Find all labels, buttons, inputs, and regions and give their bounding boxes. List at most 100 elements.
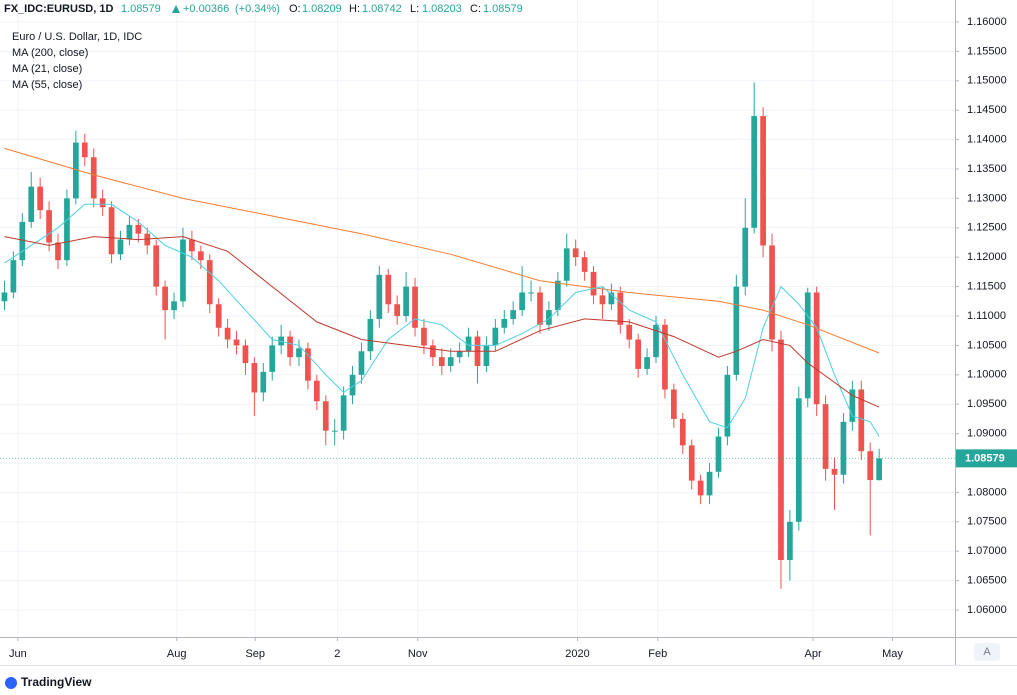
high: 1.08742	[362, 3, 402, 15]
moving-average	[4, 147, 880, 354]
up-arrow	[172, 5, 180, 13]
y-tick-label: 1.16000	[967, 16, 1007, 28]
y-tick-label: 1.15000	[967, 75, 1007, 87]
candle-body	[242, 345, 249, 364]
candle-body	[144, 233, 151, 246]
legend-title: Euro / U.S. Dollar, 1D, IDC	[12, 31, 142, 43]
y-tick-label: 1.13000	[967, 192, 1007, 204]
candle-body	[483, 345, 490, 366]
candle-body	[795, 398, 802, 522]
y-tick-label: 1.14000	[967, 134, 1007, 146]
candle-body	[510, 310, 517, 319]
y-tick-label: 1.11500	[967, 281, 1006, 293]
candle-body	[403, 286, 409, 317]
candle-body	[813, 292, 820, 405]
candle-body	[501, 318, 508, 328]
brand: TradingView	[21, 675, 92, 689]
candle-body	[849, 389, 856, 422]
candle-body	[635, 339, 642, 369]
candle-body	[331, 430, 338, 432]
legend-entry: MA (21, close)	[12, 63, 82, 75]
x-tick-label: Jun	[9, 648, 27, 660]
candle-body	[162, 286, 168, 311]
candle-body	[376, 274, 383, 319]
candle-body	[653, 324, 659, 358]
change: +0.00366	[183, 3, 229, 15]
scale-button[interactable]	[974, 643, 1000, 661]
candle-body	[688, 445, 695, 481]
candle-body	[206, 260, 213, 305]
candle-body	[10, 260, 17, 293]
candle-body	[189, 239, 195, 252]
candle-body	[617, 292, 624, 325]
candle-body	[742, 227, 749, 287]
candle-body	[831, 468, 838, 475]
change-pct: (+0.34%)	[235, 3, 280, 15]
candle-body	[465, 336, 472, 352]
candle-body	[358, 351, 365, 375]
candle-body	[822, 404, 829, 469]
y-tick-label: 1.11000	[967, 310, 1006, 322]
candle-body	[126, 224, 133, 240]
candle-body	[554, 280, 561, 311]
candle-body	[492, 327, 499, 346]
y-tick-label: 1.12000	[967, 251, 1007, 263]
y-tick-label: 1.09500	[967, 398, 1007, 410]
open-label: O:	[289, 3, 301, 15]
candle-body	[224, 327, 231, 340]
candle-body	[867, 451, 874, 481]
y-tick-label: 1.15500	[967, 45, 1007, 57]
candle-body	[260, 371, 267, 393]
candle-body	[367, 318, 374, 352]
candle-body	[349, 374, 356, 396]
candle-body	[197, 251, 204, 261]
y-tick-label: 1.12500	[967, 222, 1007, 234]
candle-body	[412, 286, 418, 328]
last-price: 1.08579	[121, 3, 161, 15]
candle-body	[430, 345, 436, 358]
candle-body	[581, 257, 588, 272]
candle-body	[546, 310, 552, 325]
open: 1.08209	[302, 3, 342, 15]
y-tick-label: 1.09000	[967, 428, 1007, 440]
close-label: C:	[470, 3, 481, 15]
candle-body	[28, 186, 35, 222]
candle-body	[804, 292, 811, 399]
candle-body	[563, 248, 570, 281]
candle-body	[626, 324, 633, 340]
y-tick-label: 1.07500	[967, 516, 1007, 528]
last-price-box	[956, 449, 1017, 468]
brand-logo	[5, 677, 17, 689]
candle-body	[81, 142, 88, 158]
scale-button-label[interactable]: A	[983, 646, 991, 658]
y-tick-label: 1.06000	[967, 604, 1007, 616]
high-label: H:	[349, 3, 360, 15]
candle-body	[724, 374, 731, 437]
x-tick-label: 2	[334, 648, 340, 660]
candle-body	[456, 351, 463, 358]
x-tick-label: 2020	[565, 648, 589, 660]
y-tick-label: 1.06500	[967, 575, 1007, 587]
y-tick-label: 1.13500	[967, 163, 1007, 175]
candle-body	[108, 207, 115, 255]
candle-body	[269, 345, 276, 372]
candle-body	[528, 292, 534, 294]
candle-body	[778, 339, 784, 561]
legend-entry: MA (55, close)	[12, 79, 82, 91]
candle-body	[760, 116, 766, 246]
candle-body	[90, 157, 97, 199]
candle-body	[644, 357, 650, 369]
candle-body	[572, 248, 579, 258]
candle-body	[537, 292, 543, 325]
last-price-label: 1.08579	[965, 452, 1005, 464]
candle-body	[251, 363, 258, 393]
candle-body	[296, 348, 302, 358]
candle-body	[394, 304, 401, 317]
candle-body	[305, 348, 311, 381]
candle-body	[438, 357, 445, 366]
x-tick-label: Nov	[408, 648, 428, 660]
y-tick-label: 1.08000	[967, 486, 1007, 498]
y-tick-label: 1.10500	[967, 339, 1007, 351]
